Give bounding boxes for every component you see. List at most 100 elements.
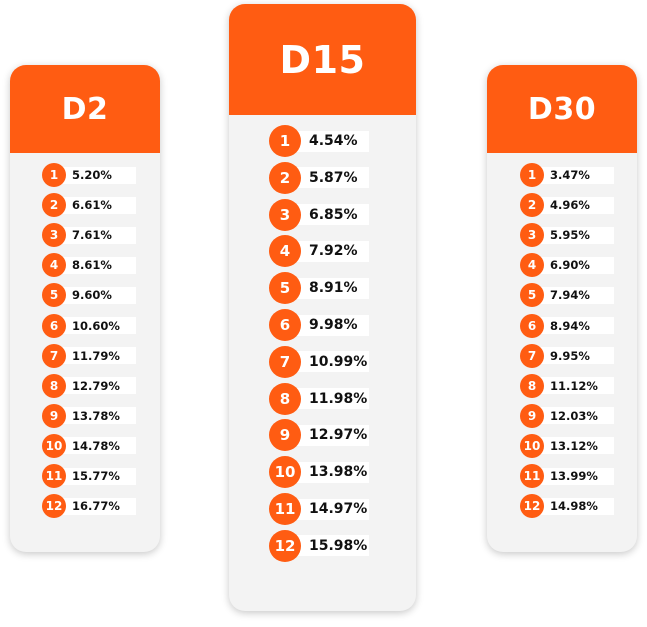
list-item: 5 9.60% [42, 283, 136, 308]
card-d15: D15 1 4.54% 2 5.87% 3 6.85% 4 7.92% 5 8.91% 6 9.98%… [229, 4, 416, 611]
list-item: 6 10.60% [42, 313, 136, 338]
list-item: 6 8.94% [520, 313, 614, 338]
rate-value: 4.54% [289, 130, 369, 152]
rate-value: 6.61% [56, 196, 136, 214]
rank-badge: 4 [520, 253, 544, 278]
rank-badge: 10 [520, 433, 544, 458]
rate-value: 14.78% [56, 437, 136, 455]
rate-value: 5.87% [289, 167, 369, 189]
rank-badge: 7 [269, 345, 301, 378]
rank-badge: 11 [520, 464, 544, 488]
rank-badge: 7 [42, 343, 66, 368]
rate-value: 16.77% [56, 497, 136, 515]
list-item: 6 9.98% [269, 309, 369, 341]
list-item: 4 7.92% [269, 235, 369, 268]
list-item: 5 8.91% [269, 272, 369, 305]
rate-value: 13.78% [56, 407, 136, 425]
list-item: 11 13.99% [520, 464, 614, 488]
list-item: 2 6.61% [42, 193, 136, 218]
rank-badge: 6 [520, 313, 544, 338]
list-item: 8 12.79% [42, 373, 136, 398]
list-item: 4 6.90% [520, 253, 614, 278]
list-item: 7 11.79% [42, 343, 136, 368]
list-item: 1 3.47% [520, 163, 614, 187]
rate-value: 8.94% [534, 317, 614, 334]
list-item: 9 12.03% [520, 403, 614, 428]
rate-value: 8.91% [289, 277, 369, 299]
rank-badge: 6 [42, 313, 66, 338]
rate-value: 15.77% [56, 467, 136, 485]
rate-value: 4.96% [534, 196, 614, 214]
rate-value: 3.47% [534, 166, 614, 184]
rank-badge: 4 [42, 253, 66, 278]
list-item: 8 11.98% [269, 382, 369, 415]
list-item: 10 13.12% [520, 433, 614, 458]
rate-value: 10.60% [56, 317, 136, 334]
rank-badge: 2 [269, 161, 301, 194]
rank-badge: 9 [269, 419, 301, 452]
rate-value: 10.99% [289, 351, 369, 373]
list-item: 9 13.78% [42, 403, 136, 428]
list-item: 1 4.54% [269, 125, 369, 157]
list-item: 12 15.98% [269, 529, 369, 562]
rate-value: 8.61% [56, 256, 136, 274]
rank-badge: 12 [520, 494, 544, 519]
rank-badge: 11 [269, 493, 301, 525]
rate-value: 9.60% [56, 286, 136, 304]
rank-badge: 2 [42, 193, 66, 218]
rate-value: 13.98% [289, 461, 369, 483]
rate-value: 7.61% [56, 226, 136, 244]
rank-badge: 4 [269, 235, 301, 268]
rate-value: 12.03% [534, 407, 614, 425]
card-title: D2 [10, 65, 160, 153]
list-item: 8 11.12% [520, 373, 614, 398]
card-title: D15 [229, 4, 416, 115]
rate-value: 11.98% [289, 388, 369, 410]
rate-value: 11.79% [56, 347, 136, 365]
rank-badge: 10 [269, 456, 301, 489]
rate-value: 13.99% [534, 467, 614, 485]
rank-badge: 8 [520, 373, 544, 398]
list-item: 12 14.98% [520, 494, 614, 519]
rank-badge: 10 [42, 433, 66, 458]
card-d2: D2 1 5.20% 2 6.61% 3 7.61% 4 8.61% 5 9.60% 6 10.60%… [10, 65, 160, 552]
rank-badge: 12 [269, 529, 301, 562]
rank-badge: 3 [520, 223, 544, 248]
list-item: 3 5.95% [520, 223, 614, 248]
rank-badge: 8 [42, 373, 66, 398]
list-item: 3 6.85% [269, 198, 369, 231]
list-item: 12 16.77% [42, 494, 136, 519]
list-item: 10 13.98% [269, 456, 369, 489]
rank-badge: 6 [269, 309, 301, 341]
list-item: 5 7.94% [520, 283, 614, 308]
rate-value: 9.98% [289, 314, 369, 336]
rank-badge: 11 [42, 464, 66, 488]
card-title: D30 [487, 65, 637, 153]
rate-value: 15.98% [289, 535, 369, 557]
rank-badge: 1 [520, 163, 544, 187]
rate-value: 14.97% [289, 498, 369, 520]
rank-badge: 1 [269, 125, 301, 157]
rate-value: 9.95% [534, 347, 614, 365]
list-item: 1 5.20% [42, 163, 136, 187]
rank-badge: 2 [520, 193, 544, 218]
list-item: 4 8.61% [42, 253, 136, 278]
list-item: 7 9.95% [520, 343, 614, 368]
rank-badge: 12 [42, 494, 66, 519]
rate-value: 12.79% [56, 377, 136, 395]
list-item: 2 4.96% [520, 193, 614, 218]
rank-badge: 3 [42, 223, 66, 248]
rank-badge: 7 [520, 343, 544, 368]
list-item: 10 14.78% [42, 433, 136, 458]
rate-value: 7.92% [289, 240, 369, 262]
list-item: 2 5.87% [269, 161, 369, 194]
rate-value: 5.95% [534, 226, 614, 244]
rate-value: 6.90% [534, 256, 614, 274]
rate-value: 12.97% [289, 424, 369, 446]
rate-value: 5.20% [56, 166, 136, 184]
list-item: 11 14.97% [269, 493, 369, 525]
card-d30: D30 1 3.47% 2 4.96% 3 5.95% 4 6.90% 5 7.94% 6 8.94%… [487, 65, 637, 552]
rank-badge: 5 [42, 283, 66, 308]
rate-value: 14.98% [534, 497, 614, 515]
rate-value: 7.94% [534, 286, 614, 304]
